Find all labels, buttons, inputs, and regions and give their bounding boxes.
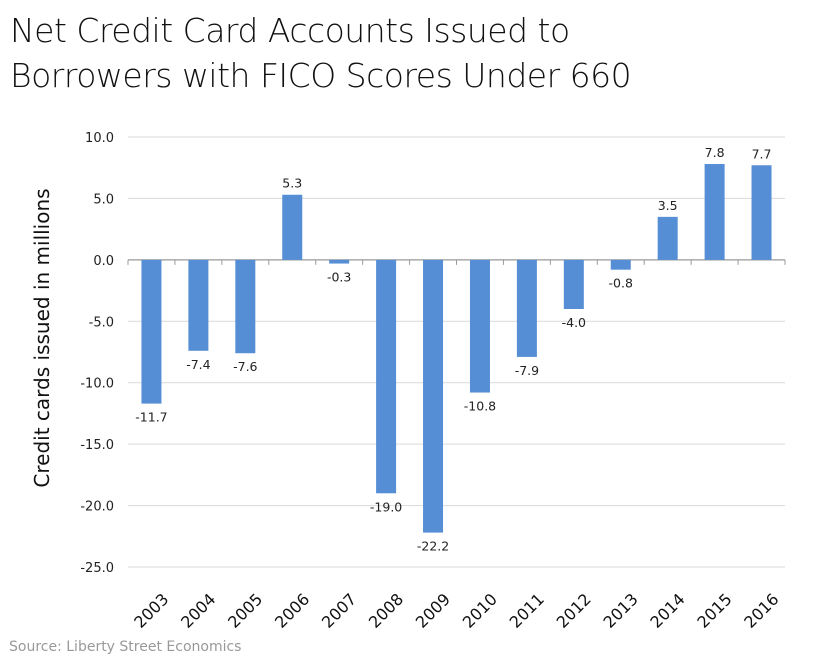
y-tick-label: 5.0	[93, 192, 114, 207]
bar	[516, 259, 537, 357]
x-tick-label: 2004	[177, 590, 219, 632]
x-tick-label: 2016	[740, 590, 782, 632]
y-tick-label: 0.0	[93, 254, 114, 269]
x-tick-label: 2007	[318, 590, 360, 632]
bar	[657, 216, 678, 260]
data-label: -10.8	[464, 399, 496, 414]
y-tick-label: -20.0	[80, 500, 114, 515]
data-label: -11.7	[135, 410, 167, 425]
bar	[610, 259, 631, 270]
bar	[282, 194, 303, 260]
x-tick-label: 2010	[459, 590, 501, 632]
data-label: 3.5	[658, 198, 678, 213]
data-label: -4.0	[562, 315, 586, 330]
bar	[235, 259, 256, 354]
x-tick-label: 2015	[693, 590, 735, 632]
x-tick-label: 2006	[271, 590, 313, 632]
x-tick-label: 2012	[553, 590, 595, 632]
data-label: -22.2	[417, 539, 449, 554]
data-label: -0.3	[327, 270, 351, 285]
bar	[469, 259, 490, 393]
source-note: Source: Liberty Street Economics	[9, 639, 242, 655]
bar	[563, 259, 584, 309]
bar	[188, 259, 209, 351]
chart-title: Net Credit Card Accounts Issued to Borro…	[10, 11, 632, 95]
data-label: -19.0	[370, 499, 402, 514]
bar	[376, 259, 397, 494]
x-tick-label: 2009	[412, 590, 454, 632]
bar	[329, 259, 350, 264]
bar	[141, 259, 162, 404]
bar	[423, 259, 444, 533]
x-tick-label: 2011	[506, 590, 548, 632]
data-label: -0.8	[609, 276, 633, 291]
data-label: -7.6	[233, 359, 257, 374]
y-tick-label: -15.0	[80, 438, 114, 453]
x-tick-label: 2014	[646, 590, 688, 632]
data-label: 7.8	[705, 145, 725, 160]
y-tick-label: -10.0	[80, 377, 114, 392]
x-tick-label: 2008	[365, 590, 407, 632]
data-label: -7.9	[515, 363, 539, 378]
bar	[704, 164, 725, 260]
y-tick-label: -5.0	[89, 315, 114, 330]
data-label: -7.4	[186, 357, 210, 372]
x-tick-label: 2003	[130, 590, 172, 632]
x-tick-label: 2013	[600, 590, 642, 632]
y-tick-label: -25.0	[80, 561, 114, 576]
y-tick-label: 10.0	[85, 131, 114, 146]
x-tick-label: 2005	[224, 590, 266, 632]
data-label: 5.3	[282, 176, 302, 191]
data-label: 7.7	[752, 146, 772, 161]
bar	[751, 165, 772, 260]
